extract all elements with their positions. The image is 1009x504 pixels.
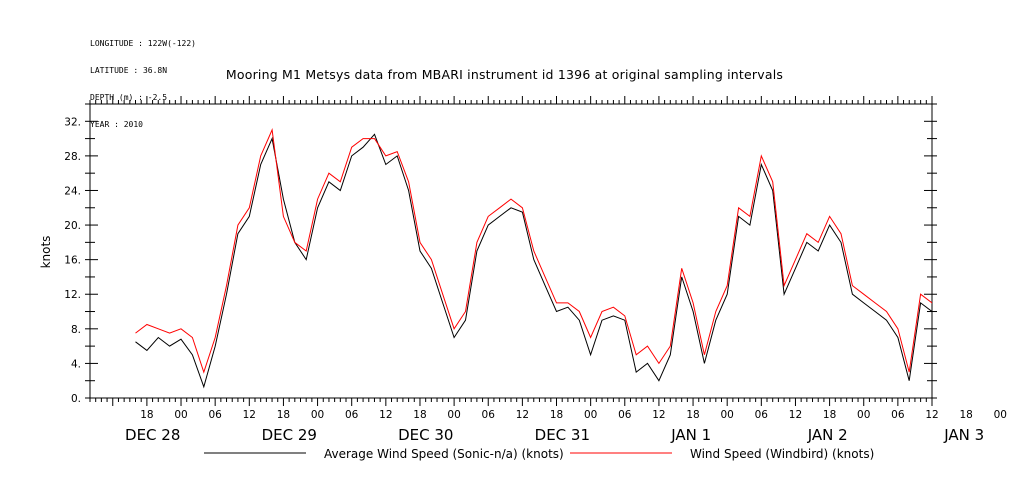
x-hour-label: 06 — [755, 409, 769, 421]
x-hour-label: 00 — [447, 409, 460, 421]
x-hour-label: 18 — [277, 409, 290, 421]
x-day-label: JAN 1 — [670, 426, 711, 444]
x-hour-label: 00 — [857, 409, 870, 421]
x-hour-label: 12 — [652, 409, 665, 421]
x-hour-label: 12 — [789, 409, 802, 421]
metadata-block: LONGITUDE : 122W(-122) LATITUDE : 36.8N … — [90, 21, 196, 138]
x-hour-label: 00 — [721, 409, 734, 421]
x-hour-label: 00 — [994, 409, 1007, 421]
x-day-label: DEC 28 — [125, 426, 180, 444]
tick-layer — [85, 96, 937, 406]
x-day-label: DEC 29 — [262, 426, 317, 444]
y-axis-label: knots — [39, 236, 53, 269]
y-tick-label: 24. — [64, 185, 81, 197]
latitude-text: LATITUDE : 36.8N — [90, 66, 168, 75]
legend: Average Wind Speed (Sonic-n/a) (knots) W… — [204, 447, 874, 461]
x-hour-label: 12 — [243, 409, 256, 421]
chart-title: Mooring M1 Metsys data from MBARI instru… — [225, 67, 784, 82]
x-day-label: JAN 2 — [807, 426, 848, 444]
depth-text: DEPTH (m) : -2.5 — [90, 93, 168, 102]
plot-frame — [89, 103, 933, 399]
legend-windbird-label: Wind Speed (Windbird) (knots) — [690, 447, 874, 461]
x-hour-label: 00 — [584, 409, 597, 421]
x-hour-label: 18 — [140, 409, 153, 421]
series-windbird-line — [135, 128, 932, 374]
y-tick-label: 28. — [64, 151, 81, 163]
y-tick-label: 32. — [64, 116, 81, 128]
x-day-label: DEC 31 — [535, 426, 590, 444]
x-hour-label: 18 — [823, 409, 836, 421]
x-hour-label: 06 — [482, 409, 496, 421]
x-hour-label: 06 — [891, 409, 905, 421]
x-hour-label: 18 — [550, 409, 563, 421]
y-tick-label: 8. — [71, 324, 81, 336]
x-hour-label: 06 — [345, 409, 359, 421]
y-tick-label: 20. — [64, 220, 81, 232]
year-text: YEAR : 2010 — [90, 120, 143, 129]
x-hour-label: 12 — [516, 409, 529, 421]
y-tick-label: 0. — [71, 393, 81, 405]
y-tick-label: 12. — [64, 289, 81, 301]
y-tick-label: 4. — [71, 358, 81, 370]
x-hour-label: 12 — [379, 409, 392, 421]
x-hour-label: 00 — [174, 409, 187, 421]
x-hour-label: 18 — [959, 409, 972, 421]
x-day-label: DEC 30 — [398, 426, 453, 444]
plot-axes — [89, 103, 933, 399]
longitude-text: LONGITUDE : 122W(-122) — [90, 39, 196, 48]
y-tick-label: 16. — [64, 255, 81, 267]
tick-labels: 0. 4. 8. 12. 16. 20. 24. 28. 32. 18 00 06 12 18 00 06 12… — [64, 116, 1007, 444]
x-hour-label: 18 — [686, 409, 699, 421]
x-hour-label: 06 — [618, 409, 632, 421]
x-hour-label: 06 — [208, 409, 222, 421]
x-day-label: JAN 3 — [943, 426, 984, 444]
x-hour-label: 12 — [925, 409, 938, 421]
x-hour-label: 18 — [413, 409, 426, 421]
series-layer — [135, 128, 932, 389]
legend-sonic-label: Average Wind Speed (Sonic-n/a) (knots) — [324, 447, 564, 461]
x-hour-label: 00 — [311, 409, 324, 421]
series-sonic-line — [135, 133, 932, 389]
